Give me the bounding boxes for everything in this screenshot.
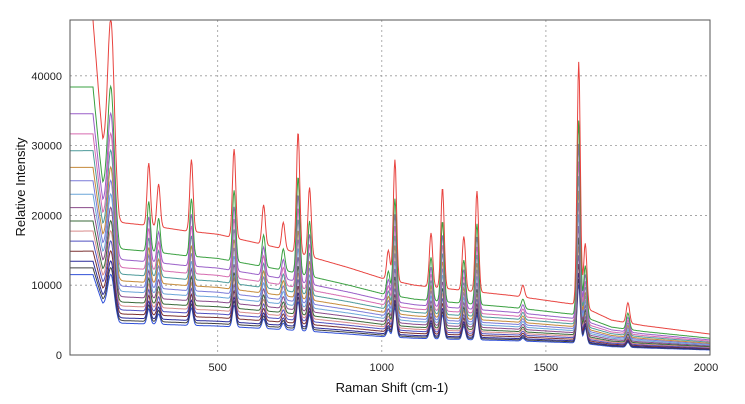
y-tick-label: 40000 (31, 71, 62, 83)
spectrum-line (70, 111, 710, 341)
plot-frame (69, 19, 711, 356)
y-tick-label: 0 (56, 350, 62, 362)
spectrum-line (70, 249, 710, 349)
spectrum-line (70, 219, 710, 348)
x-ticks: 500 1000 1500 2000 (209, 362, 719, 374)
spectrum-line (70, 239, 710, 349)
spectrum-line (70, 260, 710, 350)
y-tick-label: 20000 (31, 210, 62, 222)
x-tick-label: 500 (209, 362, 227, 374)
spectrum-line (70, 148, 710, 343)
x-tick-label: 2000 (694, 362, 718, 374)
spectrum-line (70, 165, 710, 344)
x-axis-label: Raman Shift (cm-1) (336, 380, 449, 395)
spectrum-line (70, 266, 710, 351)
spectrum-line (70, 206, 710, 347)
spectrum-line (70, 84, 710, 339)
x-tick-label: 1000 (370, 362, 394, 374)
series-layer (70, 20, 710, 351)
spectrum-line (70, 273, 710, 351)
y-ticks: 0 10000 20000 30000 40000 (31, 71, 62, 362)
y-axis-label: Relative Intensity (13, 137, 28, 236)
spectrum-line (70, 229, 710, 348)
x-tick-label: 1500 (534, 362, 558, 374)
spectrum-line (70, 192, 710, 346)
spectrum-line (70, 131, 710, 342)
y-tick-label: 10000 (31, 280, 62, 292)
spectrum-line (70, 20, 710, 335)
spectrum-line (70, 179, 710, 345)
y-tick-label: 30000 (31, 141, 62, 153)
